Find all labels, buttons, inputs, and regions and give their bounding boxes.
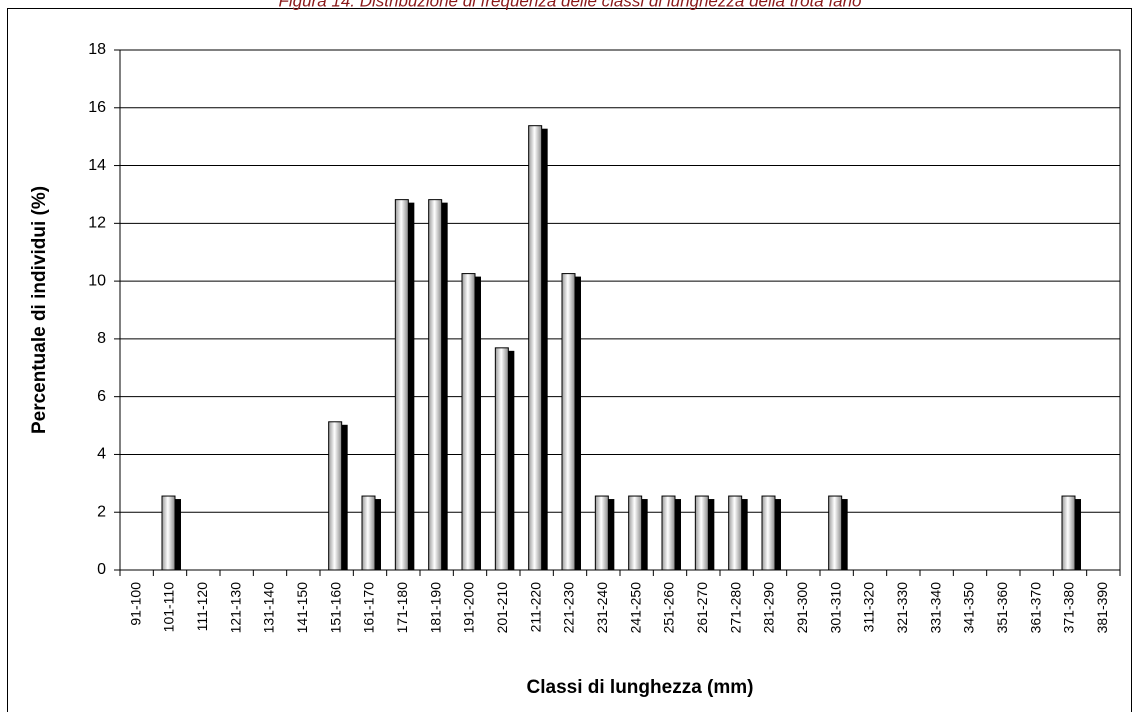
y-tick-label: 12	[88, 215, 106, 232]
y-tick-label: 6	[97, 388, 106, 405]
bar	[494, 347, 509, 571]
x-tick-label: 271-280	[727, 582, 743, 634]
y-axis-title: Percentuale di individui (%)	[29, 186, 50, 434]
x-tick-label: 91-100	[127, 582, 143, 626]
x-tick-label: 191-200	[461, 582, 477, 634]
x-tick-label: 221-230	[561, 582, 577, 634]
x-tick-label: 291-300	[794, 582, 810, 634]
x-tick-label: 171-180	[394, 582, 410, 634]
x-tick-label: 181-190	[427, 582, 443, 634]
x-tick-label: 371-380	[1061, 582, 1077, 634]
bar	[728, 495, 743, 571]
x-tick-label: 161-170	[361, 582, 377, 634]
x-tick-label: 311-320	[861, 582, 877, 633]
x-tick-label: 131-140	[261, 582, 277, 634]
x-tick-label: 281-290	[761, 582, 777, 634]
bar	[528, 125, 543, 571]
bar	[761, 495, 776, 571]
bar	[328, 421, 343, 571]
y-tick-label: 0	[97, 561, 106, 578]
x-tick-label: 141-150	[294, 582, 310, 634]
y-tick-label: 2	[97, 503, 106, 520]
x-tick-label: 101-110	[161, 582, 177, 633]
y-tick-label: 14	[88, 157, 106, 174]
y-tick-label: 4	[97, 446, 106, 463]
bar	[694, 495, 709, 571]
x-tick-label: 261-270	[694, 582, 710, 634]
x-tick-label: 361-370	[1027, 582, 1043, 634]
x-tick-label: 251-260	[661, 582, 677, 634]
bar	[461, 273, 476, 571]
x-tick-label: 331-340	[927, 582, 943, 634]
bar	[394, 199, 409, 571]
bar	[561, 273, 576, 571]
x-axis-title: Classi di lunghezza (mm)	[527, 677, 754, 698]
x-tick-label: 341-350	[961, 582, 977, 634]
bar	[1061, 495, 1076, 571]
x-tick-label: 301-310	[827, 582, 843, 634]
x-tick-label: 351-360	[994, 582, 1010, 634]
x-tick-label: 151-160	[327, 582, 343, 634]
bar	[628, 495, 643, 571]
x-tick-label: 321-330	[894, 582, 910, 634]
bar	[828, 495, 843, 571]
bar	[661, 495, 676, 571]
bar	[361, 495, 376, 571]
y-tick-label: 10	[88, 272, 106, 289]
plot-border	[119, 49, 1121, 571]
x-tick-label: 231-240	[594, 582, 610, 634]
chart-title: Figura 14. Distribuzione di frequenza de…	[278, 0, 861, 10]
x-tick-label: 111-120	[194, 582, 210, 632]
x-tick-label: 241-250	[627, 582, 643, 634]
x-tick-label: 121-130	[227, 582, 243, 634]
y-tick-label: 16	[88, 99, 106, 116]
x-tick-label: 211-220	[527, 582, 543, 633]
x-tick-label: 201-210	[494, 582, 510, 634]
bar	[594, 495, 609, 571]
bar	[161, 495, 176, 571]
x-tick-label: 381-390	[1094, 582, 1110, 634]
bar	[428, 199, 443, 571]
y-tick-label: 8	[97, 330, 106, 347]
y-tick-label: 18	[88, 41, 106, 58]
